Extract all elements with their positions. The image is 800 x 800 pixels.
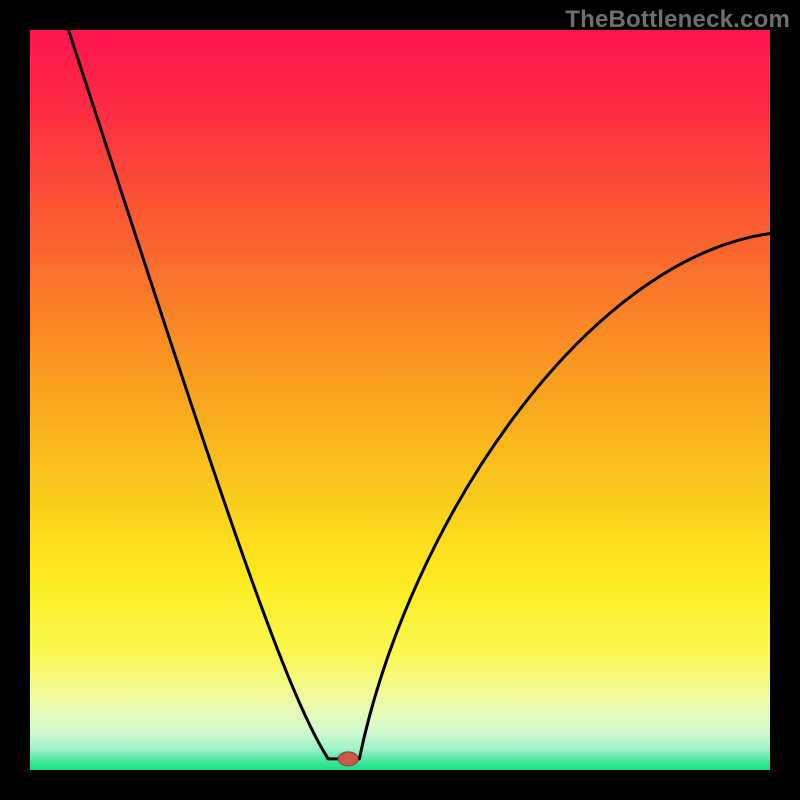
watermark-text: TheBottleneck.com: [565, 6, 790, 34]
chart-gradient-background: [30, 30, 770, 770]
chart-frame: TheBottleneck.com: [0, 0, 800, 800]
optimal-point-marker: [338, 752, 358, 766]
bottleneck-chart: [0, 0, 800, 800]
